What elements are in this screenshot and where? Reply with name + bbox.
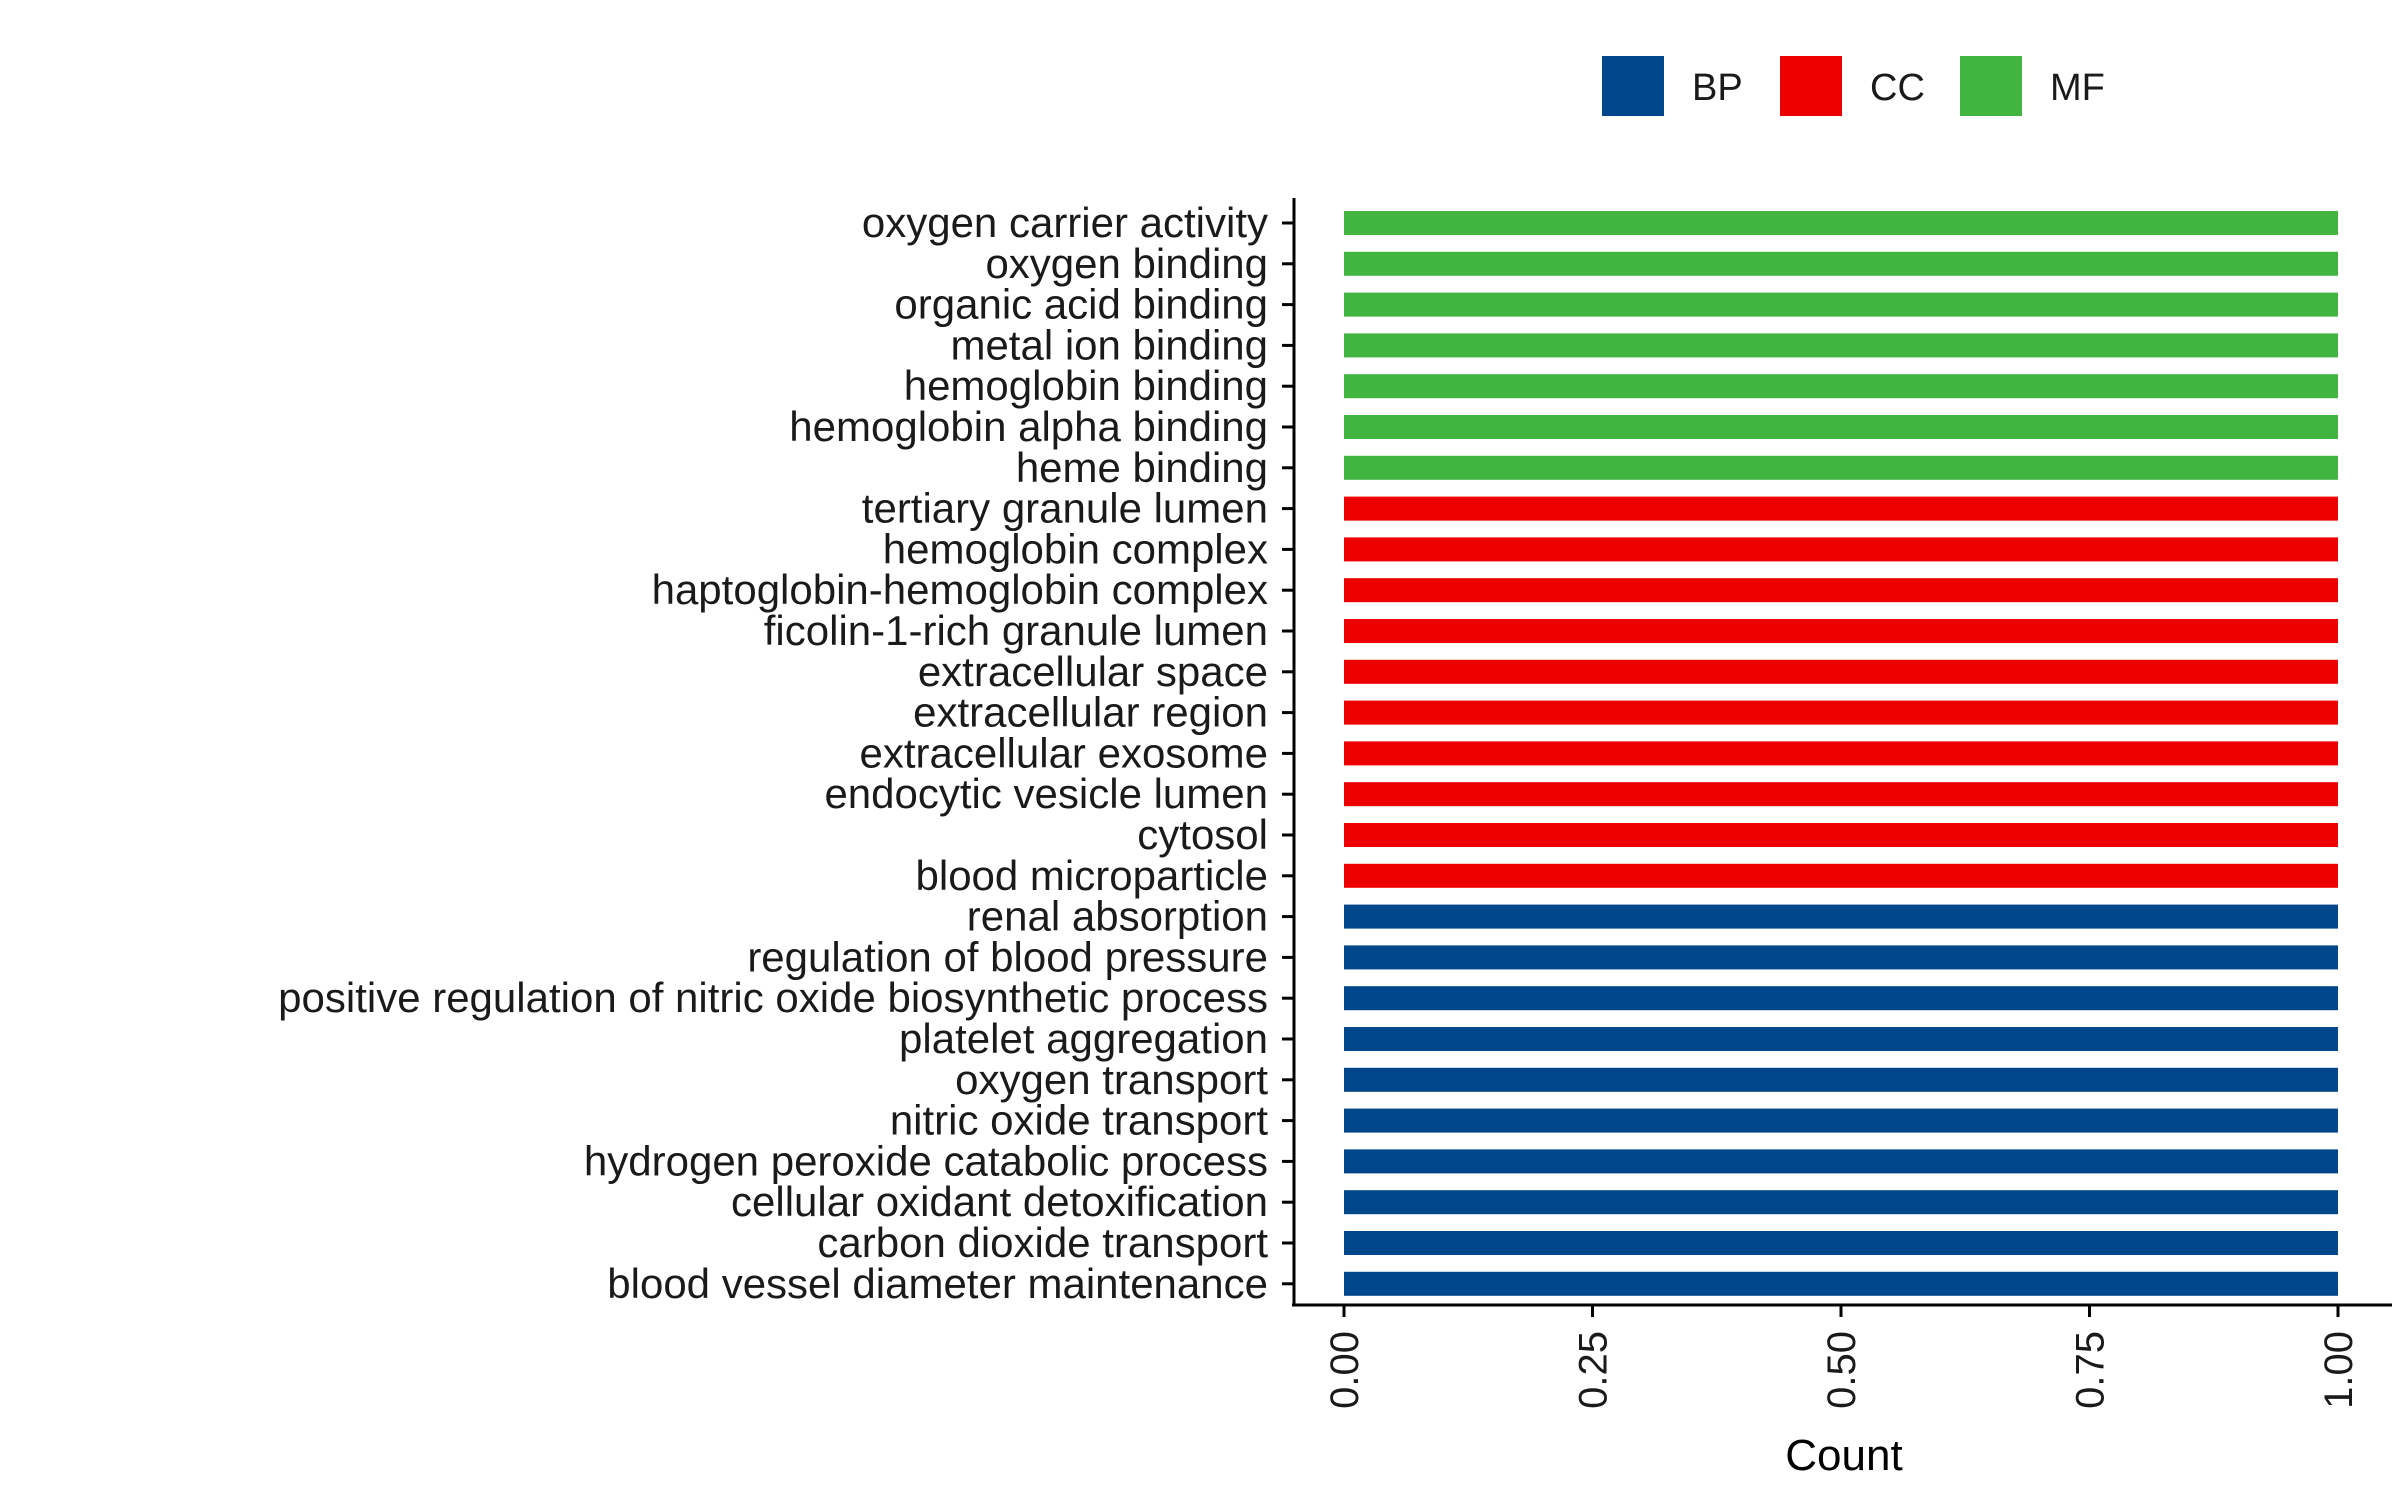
bar: [1344, 904, 2338, 929]
legend-swatch: [1960, 56, 2022, 116]
x-tick-label: 1.00: [2317, 1331, 2361, 1409]
bar: [1344, 251, 2338, 276]
x-tick-label: 0.25: [1572, 1331, 1616, 1409]
category-label: hemoglobin complex: [883, 525, 1268, 572]
category-label: cellular oxidant detoxification: [731, 1178, 1268, 1225]
bar: [1344, 496, 2338, 521]
legend-swatch: [1602, 56, 1664, 116]
bar: [1344, 1271, 2338, 1296]
bar: [1344, 578, 2338, 603]
bar: [1344, 415, 2338, 439]
category-label: hemoglobin alpha binding: [789, 403, 1268, 450]
bar: [1344, 1067, 2338, 1092]
x-tick-label: 0.50: [1820, 1331, 1864, 1409]
x-ticks: 0.00 0.25 0.50 0.75 1.00: [1323, 1305, 2361, 1409]
category-label: organic acid binding: [894, 281, 1268, 328]
bar: [1344, 863, 2338, 888]
category-label: renal absorption: [967, 893, 1268, 940]
bar: [1344, 782, 2338, 807]
category-label: heme binding: [1016, 444, 1268, 491]
legend-label: MF: [2050, 67, 2105, 109]
bar: [1344, 333, 2338, 358]
category-label: tertiary granule lumen: [862, 485, 1268, 532]
category-label: metal ion binding: [950, 321, 1268, 368]
category-label: carbon dioxide transport: [817, 1219, 1268, 1266]
category-label: blood vessel diameter maintenance: [607, 1260, 1268, 1307]
bars: [1344, 211, 2338, 1296]
category-label: haptoglobin-hemoglobin complex: [652, 566, 1268, 613]
bar: [1344, 455, 2338, 480]
category-label: oxygen transport: [955, 1056, 1268, 1103]
bar: [1344, 823, 2338, 847]
bar: [1344, 700, 2338, 725]
category-label: hemoglobin binding: [904, 362, 1268, 409]
category-label: regulation of blood pressure: [747, 933, 1268, 980]
bar: [1344, 986, 2338, 1011]
bar: [1344, 1190, 2338, 1215]
bar: [1344, 1231, 2338, 1255]
bar: [1344, 1149, 2338, 1174]
category-label: cytosol: [1137, 811, 1268, 858]
bar: [1344, 1108, 2338, 1133]
x-axis-title: Count: [1785, 1431, 1902, 1480]
x-tick-label: 0.75: [2069, 1331, 2113, 1409]
category-label: positive regulation of nitric oxide bios…: [278, 974, 1268, 1021]
legend: BP CC MF: [1602, 56, 2105, 116]
bar: [1344, 292, 2338, 317]
category-label: oxygen binding: [985, 240, 1268, 287]
bar: [1344, 211, 2338, 235]
bar: [1344, 945, 2338, 970]
bar: [1344, 537, 2338, 562]
category-label: oxygen carrier activity: [862, 199, 1268, 246]
bar: [1344, 741, 2338, 766]
category-label: hydrogen peroxide catabolic process: [584, 1137, 1268, 1184]
category-label: extracellular space: [918, 648, 1268, 695]
x-tick-label: 0.00: [1323, 1331, 1367, 1409]
category-label: extracellular region: [913, 689, 1268, 736]
category-label: endocytic vesicle lumen: [824, 770, 1268, 817]
bar: [1344, 374, 2338, 399]
legend-label: CC: [1870, 67, 1925, 109]
category-label: ficolin-1-rich granule lumen: [764, 607, 1268, 654]
legend-swatch: [1780, 56, 1842, 116]
bar: [1344, 659, 2338, 684]
category-label: blood microparticle: [916, 852, 1269, 899]
bar: [1344, 619, 2338, 643]
category-label: platelet aggregation: [899, 1015, 1268, 1062]
bar: [1344, 1027, 2338, 1051]
category-label: nitric oxide transport: [890, 1097, 1268, 1144]
category-label: extracellular exosome: [859, 729, 1268, 776]
legend-label: BP: [1692, 67, 1743, 109]
